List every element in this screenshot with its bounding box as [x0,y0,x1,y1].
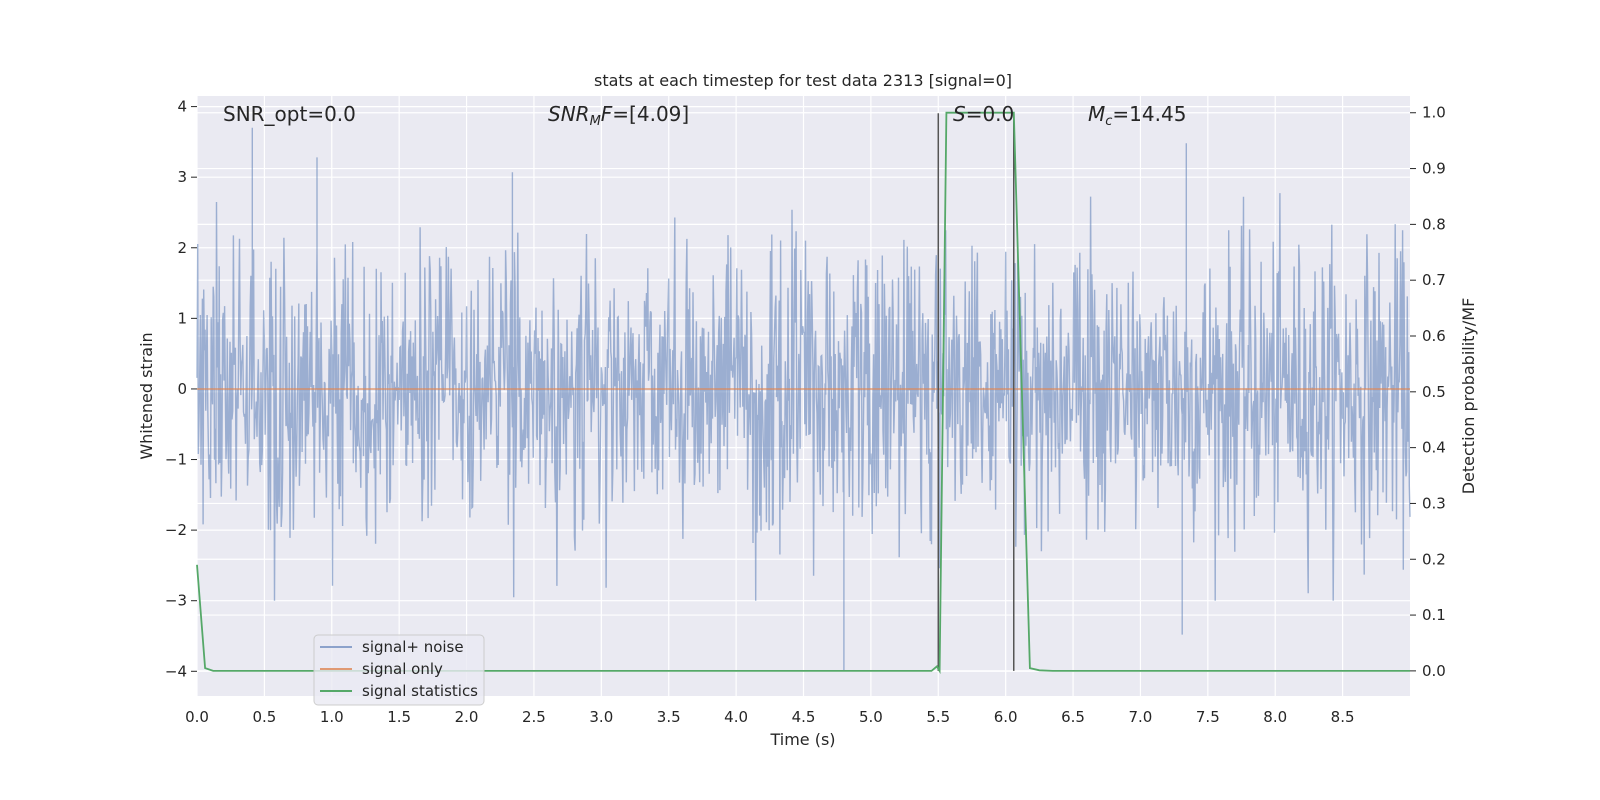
y-left-tick-label: −1 [165,451,187,469]
y-left-tick-label: 1 [177,309,187,327]
y-left-tick-label: −2 [165,521,187,539]
y-right-tick-label: 0.1 [1422,606,1446,624]
x-tick-label: 5.0 [859,708,883,726]
y-left-tick-label: 3 [177,168,187,186]
x-tick-label: 8.5 [1331,708,1355,726]
x-tick-label: 6.5 [1061,708,1085,726]
y-right-tick-label: 0.8 [1422,215,1446,233]
annotation-s: S=0.0 [953,102,1014,126]
x-tick-label: 3.5 [657,708,681,726]
x-tick-label: 3.0 [589,708,613,726]
annotation-mc: Mc=14.45 [1088,102,1186,129]
noise-trace [196,127,1411,672]
legend-box [313,634,485,706]
annotation-snr-mf-mid: F [601,102,613,126]
annotation-mc-value: =14.45 [1112,102,1186,126]
y-left-tick-label: −3 [165,592,187,610]
y-axis-right-ticks: 0.0 0.1 0.2 0.3 0.4 0.5 0.6 0.7 0.8 0.9 1.0 [1410,104,1446,680]
x-tick-label: 0.0 [185,708,209,726]
x-tick-label: 8.0 [1263,708,1287,726]
x-tick-label: 7.5 [1196,708,1220,726]
annotation-snr-opt: SNR_opt=0.0 [223,102,356,126]
y-right-tick-label: 0.6 [1422,327,1446,345]
y-axis-left-label: Whitened strain [137,332,156,459]
x-tick-label: 5.5 [926,708,950,726]
x-tick-label: 4.0 [724,708,748,726]
x-tick-label: 6.0 [994,708,1018,726]
annotation-snr-mf: SNRMF=[4.09] [548,102,689,129]
y-right-tick-label: 0.3 [1422,494,1446,512]
annotation-s-value: =0.0 [966,102,1015,126]
signal-statistics-line [196,111,1410,675]
y-right-tick-label: 0.5 [1422,383,1446,401]
y-left-tick-label: −4 [165,662,187,680]
legend-label-signal-only: signal only [362,660,443,678]
x-axis-label: Time (s) [769,730,835,749]
annotation-snr-mf-value: =[4.09] [612,102,689,126]
annotation-snr-mf-var: SNR [548,102,590,126]
vertical-markers [937,113,1015,671]
y-left-tick-label: 2 [177,239,187,257]
y-right-tick-label: 1.0 [1422,104,1446,122]
y-left-tick-label: 4 [177,98,187,116]
annotation-mc-sub: c [1105,114,1112,129]
legend-label-signal-noise: signal+ noise [362,638,464,656]
y-right-tick-label: 0.9 [1422,160,1446,178]
x-tick-label: 2.5 [522,708,546,726]
annotation-snr-mf-sub: M [590,114,601,129]
grid-lines [196,96,1410,696]
y-axis-right-label: Detection probability/MF [1459,298,1478,495]
series-signal-noise [196,127,1411,672]
y-left-tick-label: 0 [177,380,187,398]
x-tick-label: 1.5 [387,708,411,726]
y-right-tick-label: 0.7 [1422,271,1446,289]
series-signal-statistics [196,111,1410,675]
annotation-mc-var: M [1088,102,1105,126]
chart-title: stats at each timestep for test data 231… [594,71,1012,90]
y-right-tick-label: 0.4 [1422,439,1446,457]
x-tick-label: 1.0 [320,708,344,726]
x-axis-ticks: 0.0 0.5 1.0 1.5 2.0 2.5 3.0 3.5 4.0 4.5 5.0 5.5 6.0 6… [185,708,1354,726]
y-axis-left-ticks: −4 −3 −2 −1 0 1 2 3 4 [165,98,197,680]
legend: signal+ noise signal only signal statist… [313,634,485,706]
legend-label-signal-statistics: signal statistics [362,682,478,700]
x-tick-label: 4.5 [792,708,816,726]
x-tick-label: 2.0 [455,708,479,726]
annotation-s-var: S [953,102,966,126]
x-tick-label: 0.5 [252,708,276,726]
x-tick-label: 7.0 [1129,708,1153,726]
y-right-tick-label: 0.2 [1422,550,1446,568]
y-right-tick-label: 0.0 [1422,662,1446,680]
